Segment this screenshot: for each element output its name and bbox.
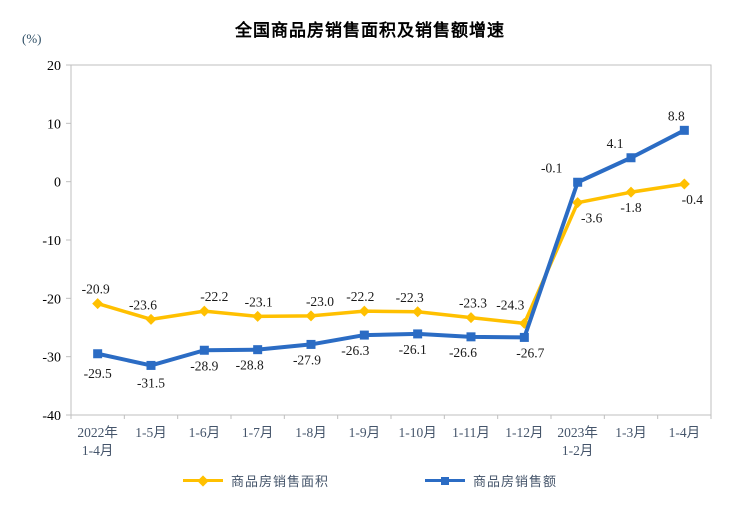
data-label: -26.6 bbox=[449, 345, 477, 360]
data-label: -26.1 bbox=[399, 342, 427, 357]
data-point-square bbox=[413, 329, 423, 339]
data-label: -0.4 bbox=[682, 192, 704, 207]
x-axis-category-label: 1-8月 bbox=[295, 425, 327, 440]
data-point-diamond bbox=[572, 197, 584, 209]
data-point-diamond bbox=[678, 178, 690, 190]
data-label: -23.6 bbox=[129, 297, 157, 312]
chart-svg: 20 10 0 -10 -20 -30 -40 2022年 1-4月 1-5月 1-6月 1-7月 1-… bbox=[42, 59, 712, 458]
unit-label: (%) bbox=[22, 31, 42, 46]
data-label: 4.1 bbox=[607, 136, 624, 151]
data-point-diamond bbox=[145, 313, 157, 325]
data-point-diamond bbox=[92, 298, 104, 310]
data-label: -26.7 bbox=[516, 345, 544, 360]
data-label: -0.1 bbox=[541, 160, 562, 175]
data-label: -22.3 bbox=[396, 290, 424, 305]
data-point-square bbox=[519, 332, 529, 342]
data-label: -22.2 bbox=[346, 289, 374, 304]
data-point-square bbox=[573, 177, 583, 187]
data-point-diamond bbox=[625, 186, 637, 198]
y-axis-tick-label: -40 bbox=[42, 409, 61, 424]
y-axis-tick-label: 20 bbox=[47, 59, 61, 74]
data-point-square bbox=[359, 330, 369, 340]
data-point-diamond bbox=[465, 312, 477, 324]
x-axis-category-label: 1-12月 bbox=[505, 425, 543, 440]
data-point-diamond bbox=[252, 310, 264, 322]
data-label: 8.8 bbox=[668, 108, 685, 123]
x-axis-category-label: 1-4月 bbox=[82, 443, 114, 458]
legend-label-sales-amount: 商品房销售额 bbox=[473, 474, 558, 489]
data-point-diamond bbox=[358, 305, 370, 317]
x-axis-category-label: 1-11月 bbox=[452, 425, 490, 440]
chart-legend: 商品房销售面积 商品房销售额 bbox=[0, 471, 740, 490]
data-point-square bbox=[93, 349, 103, 359]
x-axis-category-label: 1-9月 bbox=[349, 425, 381, 440]
data-label: -23.0 bbox=[306, 294, 334, 309]
data-point-diamond bbox=[305, 310, 317, 322]
diamond-marker-icon bbox=[197, 474, 209, 487]
data-label: -22.2 bbox=[200, 289, 228, 304]
data-point-diamond bbox=[198, 305, 210, 317]
data-label: -1.8 bbox=[620, 200, 642, 215]
series-line-0 bbox=[95, 182, 687, 326]
data-label: -28.8 bbox=[236, 358, 264, 373]
legend-line-sales-area bbox=[182, 474, 223, 487]
series-line-1 bbox=[95, 128, 687, 368]
data-point-square bbox=[253, 345, 263, 355]
square-marker-icon bbox=[441, 476, 449, 485]
legend-item-sales-amount: 商品房销售额 bbox=[425, 471, 557, 490]
x-axis-category-label: 1-10月 bbox=[399, 425, 437, 440]
data-point-diamond bbox=[412, 306, 424, 318]
legend-item-sales-area: 商品房销售面积 bbox=[182, 471, 329, 490]
data-label: -31.5 bbox=[137, 375, 165, 390]
x-axis-category-label: 2022年 bbox=[77, 425, 118, 440]
data-label: -23.1 bbox=[245, 294, 273, 309]
data-label: -27.9 bbox=[293, 352, 321, 367]
y-axis-tick-label: 0 bbox=[54, 176, 61, 191]
data-label: -26.3 bbox=[341, 343, 369, 358]
legend-line-sales-amount bbox=[425, 476, 465, 485]
x-axis-category-label: 1-7月 bbox=[242, 425, 274, 440]
y-axis-tick-label: -30 bbox=[42, 351, 61, 366]
data-label: -24.3 bbox=[496, 297, 524, 312]
data-point-square bbox=[626, 153, 636, 163]
data-label: -29.5 bbox=[84, 366, 112, 381]
x-axis-category-label: 1-5月 bbox=[135, 425, 167, 440]
data-point-square bbox=[199, 345, 209, 355]
data-point-square bbox=[679, 125, 689, 135]
data-label: -23.3 bbox=[459, 296, 487, 311]
x-axis-category-label: 2023年 bbox=[557, 425, 598, 440]
y-axis-tick-label: -10 bbox=[42, 234, 61, 249]
x-axis-category-label: 1-6月 bbox=[189, 425, 221, 440]
data-label: -20.9 bbox=[82, 282, 110, 297]
y-axis-tick-label: 10 bbox=[47, 117, 61, 132]
data-label: -28.9 bbox=[190, 358, 218, 373]
data-point-square bbox=[146, 360, 156, 370]
data-point-square bbox=[466, 332, 476, 342]
x-axis-category-label: 1-3月 bbox=[615, 425, 647, 440]
legend-label-sales-area: 商品房销售面积 bbox=[230, 474, 329, 489]
data-label: -3.6 bbox=[581, 211, 603, 226]
x-axis-category-label: 1-4月 bbox=[669, 425, 701, 440]
chart-title: 全国商品房销售面积及销售额增速 bbox=[235, 21, 505, 40]
data-point-square bbox=[306, 339, 316, 349]
x-axis-category-label: 1-2月 bbox=[562, 443, 594, 458]
y-axis-tick-label: -20 bbox=[42, 292, 61, 307]
